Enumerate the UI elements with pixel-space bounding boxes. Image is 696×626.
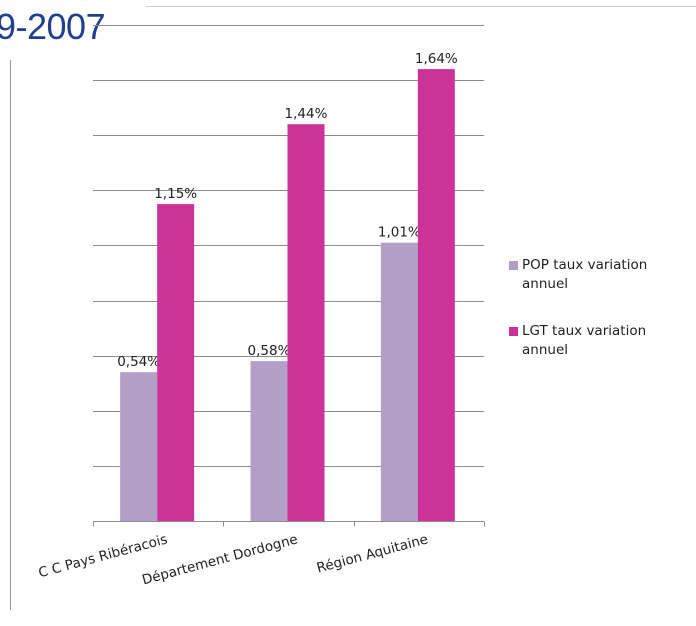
data-label-lgt-2: 1,64% <box>415 51 458 67</box>
legend-label-pop: POP taux variation annuel <box>522 257 648 292</box>
bar-pop-1 <box>250 361 288 521</box>
legend-swatch-pop <box>509 261 518 270</box>
bar-lgt-1 <box>287 124 325 521</box>
data-label-lgt-0: 1,15% <box>154 186 197 202</box>
bar-pop-2 <box>380 242 418 521</box>
top-divider-line <box>146 6 696 7</box>
bar-lgt-0 <box>157 204 195 521</box>
left-divider-line <box>10 60 11 610</box>
data-label-pop-1: 0,58% <box>248 343 291 359</box>
data-label-lgt-1: 1,44% <box>285 106 328 122</box>
legend-swatch-lgt <box>509 327 518 336</box>
slide-heading: 9-2007 <box>0 6 106 47</box>
data-label-pop-0: 0,54% <box>117 354 160 370</box>
bar-pop-0 <box>120 372 158 521</box>
legend-item-pop: POP taux variation annuel <box>509 256 689 294</box>
chart-legend: POP taux variation annuel LGT taux varia… <box>509 256 689 388</box>
legend-item-lgt: LGT taux variation annuel <box>509 322 689 360</box>
legend-label-lgt: LGT taux variation annuel <box>522 323 647 358</box>
category-label-2: Région Aquitaine <box>315 531 430 576</box>
bar-lgt-2 <box>417 69 455 521</box>
data-label-pop-2: 1,01% <box>378 225 421 241</box>
